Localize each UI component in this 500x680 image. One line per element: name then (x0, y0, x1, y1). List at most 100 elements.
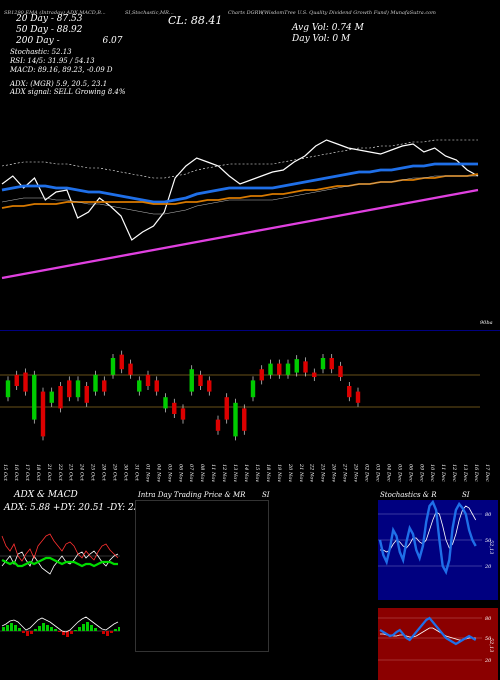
candle-body (294, 359, 299, 373)
date-tick-label: 16 Oct (13, 464, 19, 482)
date-tick-label: 25 Nov (320, 463, 326, 482)
date-tick-label: 11 Nov (210, 464, 216, 482)
stochastic-line: Stochastic: 52.13 (10, 48, 72, 56)
macd-histogram-bar (14, 625, 17, 631)
rsi-side-label: 52,13 (488, 638, 494, 652)
day-volume: Day Vol: 0 M (292, 34, 351, 44)
date-tick-label: 24 Oct (79, 463, 85, 482)
stochastics-background (378, 500, 498, 600)
ma200-prefix: 200 Day - (16, 36, 63, 46)
date-tick-label: 04 Dec (385, 464, 391, 482)
panel-divider (0, 330, 500, 331)
candle-body (250, 380, 256, 398)
stochastics-k-line (378, 500, 477, 576)
right-price-label: 90ba (480, 320, 493, 326)
candle-body (320, 358, 326, 370)
candle-body (40, 391, 46, 437)
date-tick-label: 27 Nov (342, 463, 348, 482)
candle-body (110, 358, 116, 375)
macd-histogram-bar (22, 631, 25, 633)
macd-histogram-bar (2, 627, 5, 631)
ma50-label: 50 Day - 88.92 (16, 25, 83, 35)
date-tick-label: 18 Nov (265, 464, 271, 482)
date-tick-label: 19 Nov (276, 464, 282, 482)
price-chart (1, 139, 479, 280)
macd-histogram-bar (78, 627, 81, 631)
macd-chart (0, 616, 120, 637)
candle-body (207, 380, 212, 392)
candle-body (67, 380, 72, 398)
date-tick-label: 25 Oct (90, 463, 96, 482)
candle-body (172, 402, 177, 414)
date-tick-label: 29 Oct (112, 463, 118, 482)
candle-body (128, 363, 133, 375)
rsi-chart: 80 50 20 52,13 (378, 608, 498, 680)
date-tick-label: 03 Dec (374, 464, 380, 482)
candlestick-chart (0, 350, 480, 441)
macd-histogram-bar (118, 627, 120, 631)
macd-histogram-bar (102, 631, 105, 634)
candle-body (259, 369, 264, 381)
date-tick-label: 09 Dec (418, 464, 424, 482)
macd-histogram-bar (106, 631, 109, 636)
date-tick-label: 08 Nov (199, 464, 205, 482)
macd-histogram-bar (66, 631, 69, 637)
date-tick-label: 13 Dec (462, 464, 468, 482)
date-tick-label: 06 Dec (407, 464, 413, 482)
macd-histogram-bar (114, 629, 117, 631)
rsi-tick-label: 50 (485, 636, 492, 642)
stochastics-chart: 80 50 20 52,13 (378, 500, 498, 600)
date-tick-label: 12 Dec (451, 464, 457, 482)
macd-histogram-bar (6, 625, 9, 631)
charts-label: Charts DGRW (228, 10, 264, 16)
date-tick-label: 05 Nov (166, 464, 172, 482)
date-tick-label: 21 Nov (298, 463, 304, 482)
date-tick-label: 13 Nov (232, 464, 238, 482)
date-tick-label: 14 Nov (243, 464, 249, 482)
date-tick-label: 29 Nov (353, 463, 359, 482)
candle-body (355, 391, 361, 403)
date-tick-label: 04 Nov (155, 464, 161, 482)
stochastics-side-label: 52,13 (488, 540, 494, 554)
adx-main-line (1, 556, 118, 568)
upper-band-line (1, 139, 478, 179)
date-tick-label: 15 Nov (254, 464, 260, 482)
candle-body (329, 358, 334, 370)
candle-body (23, 372, 28, 392)
candle-body (198, 374, 203, 386)
close-price: CL: 88.41 (168, 14, 223, 27)
stochastics-title: Stochastics & R (380, 491, 437, 499)
date-tick-label: 07 Nov (188, 464, 194, 482)
macd-histogram-bar (42, 623, 45, 631)
date-tick-label: 26 Nov (331, 463, 337, 482)
candle-body (163, 397, 168, 409)
candle-body (93, 374, 98, 392)
candle-body (189, 369, 194, 392)
date-tick-label: 28 Oct (101, 463, 107, 482)
macd-histogram-bar (30, 631, 33, 634)
macd-line: MACD: 89.16, 89.23, -0.09 D (10, 66, 113, 74)
macd-histogram-bar (18, 628, 21, 631)
date-tick-label: 22 Nov (309, 463, 315, 482)
date-axis: 15 Oct 16 Oct 17 Oct 18 Oct 21 Oct 22 Oct 23 O… (2, 463, 490, 482)
intraday-title: Intra Day Trading Price & MR (138, 491, 246, 499)
macd-histogram-bar (62, 631, 65, 635)
date-tick-label: 21 Oct (46, 463, 52, 482)
candle-body (84, 386, 89, 403)
price-line (1, 139, 479, 241)
candle-body (224, 397, 229, 420)
macd-histogram-bar (34, 629, 37, 631)
date-tick-label: 10 Dec (429, 464, 435, 482)
macd-histogram-bar (38, 626, 41, 631)
macd-histogram-bar (90, 625, 93, 631)
date-tick-label: 06 Nov (177, 464, 183, 482)
intraday-box (135, 500, 269, 652)
candle-body (5, 380, 11, 398)
macd-histogram-bar (58, 631, 61, 632)
lower-band-line (1, 175, 478, 215)
candle-body (268, 363, 273, 375)
date-tick-label: 18 Oct (35, 464, 41, 482)
rsi-line: RSI: 14/5: 31.95 / 54.13 (10, 57, 95, 65)
adx-chart (0, 533, 120, 575)
candle-body (303, 361, 308, 373)
